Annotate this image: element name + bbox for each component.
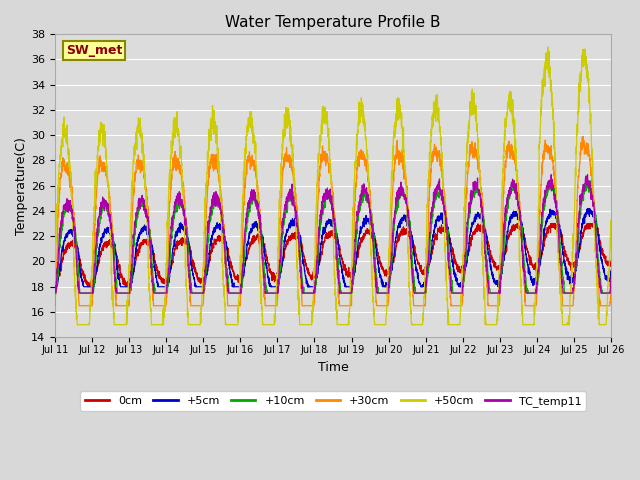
Text: SW_met: SW_met (66, 44, 122, 57)
X-axis label: Time: Time (317, 360, 348, 373)
Legend: 0cm, +5cm, +10cm, +30cm, +50cm, TC_temp11: 0cm, +5cm, +10cm, +30cm, +50cm, TC_temp1… (80, 391, 586, 411)
Title: Water Temperature Profile B: Water Temperature Profile B (225, 15, 441, 30)
Y-axis label: Temperature(C): Temperature(C) (15, 137, 28, 235)
